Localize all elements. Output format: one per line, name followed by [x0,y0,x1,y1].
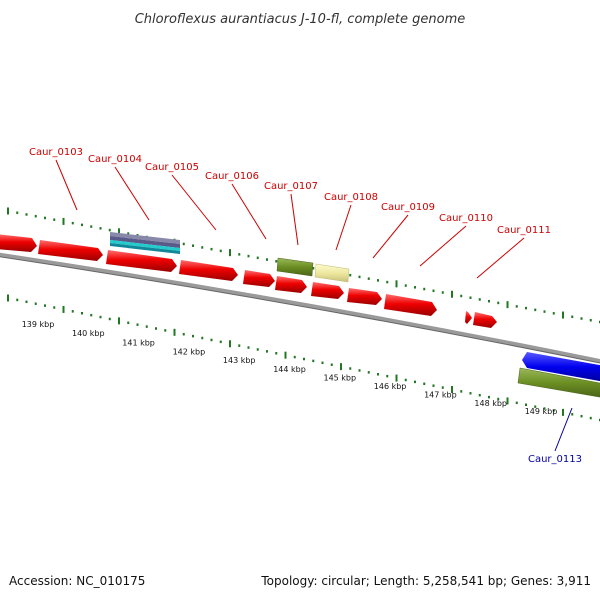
gene-label[interactable]: Caur_0111 [497,225,551,236]
feature-purple[interactable] [110,232,180,244]
label-callout-line [114,166,150,221]
gene-arrow[interactable] [275,276,307,293]
forward-genes [0,234,497,328]
kbp-label: 145 kbp [323,374,356,383]
gene-arrow[interactable] [0,234,37,252]
gene-arrow[interactable] [473,312,497,328]
topology-text: Topology: circular; Length: 5,258,541 bp… [260,574,591,588]
kbp-label: 144 kbp [273,365,306,374]
gene-arrow-reverse[interactable] [522,352,600,382]
kbp-labels: 139 kbp 140 kbp 141 kbp 142 kbp 143 kbp 144 k… [22,320,558,416]
kbp-label: 140 kbp [72,329,105,338]
gene-box-olive[interactable] [276,257,314,277]
gene-box-yellow[interactable] [314,263,350,283]
gene-label[interactable]: Caur_0113 [528,454,582,465]
forward-features [110,232,350,283]
label-callout-line [372,214,409,259]
label-callout-line [335,204,352,251]
label-callout-line [55,159,78,211]
gene-label[interactable]: Caur_0105 [145,162,199,173]
accession-text: Accession: NC_010175 [9,574,145,588]
inner-tick-track [7,294,600,422]
genome-backbone-shadow [0,256,600,364]
label-callout-line [419,225,467,267]
kbp-label: 142 kbp [173,347,206,356]
feature-purple[interactable] [110,236,180,248]
feature-cyan[interactable] [110,240,180,251]
gene-label[interactable]: Caur_0110 [439,213,493,224]
kbp-label: 146 kbp [374,382,407,391]
label-callout-line [171,174,217,231]
gene-label[interactable]: Caur_0103 [29,147,83,158]
gene-label[interactable]: Caur_0109 [381,202,435,213]
gene-arrow[interactable] [106,250,177,272]
map-title: Chloroflexus aurantiacus J-10-fl, comple… [135,12,466,27]
kbp-label: 143 kbp [223,356,256,365]
kbp-label: 147 kbp [424,391,457,400]
gene-arrow[interactable] [243,270,275,287]
reverse-genes [517,352,600,398]
gene-arrow[interactable] [347,288,382,305]
genome-backbone [0,252,600,364]
gene-label[interactable]: Caur_0108 [324,192,378,203]
gene-arrow[interactable] [311,282,344,299]
kbp-label: 141 kbp [122,338,155,347]
gene-box-olive-reverse[interactable] [517,367,600,398]
kbp-label: 148 kbp [474,399,507,408]
kbp-label: 139 kbp [22,320,55,329]
gene-label[interactable]: Caur_0107 [264,181,318,192]
kbp-label: 149 kbp [525,407,558,416]
gene-arrow[interactable] [38,240,103,261]
gene-label[interactable]: Caur_0104 [88,154,142,165]
gene-arrow[interactable] [179,260,238,281]
label-callout-line [290,193,299,246]
label-callout-line [231,183,267,240]
gene-label[interactable]: Caur_0106 [205,171,259,182]
gene-arrow[interactable] [384,294,437,316]
feature-cyan[interactable] [110,243,180,254]
label-callout-line [554,407,573,452]
label-callout-line [476,237,525,279]
gene-arrow[interactable] [465,311,472,324]
